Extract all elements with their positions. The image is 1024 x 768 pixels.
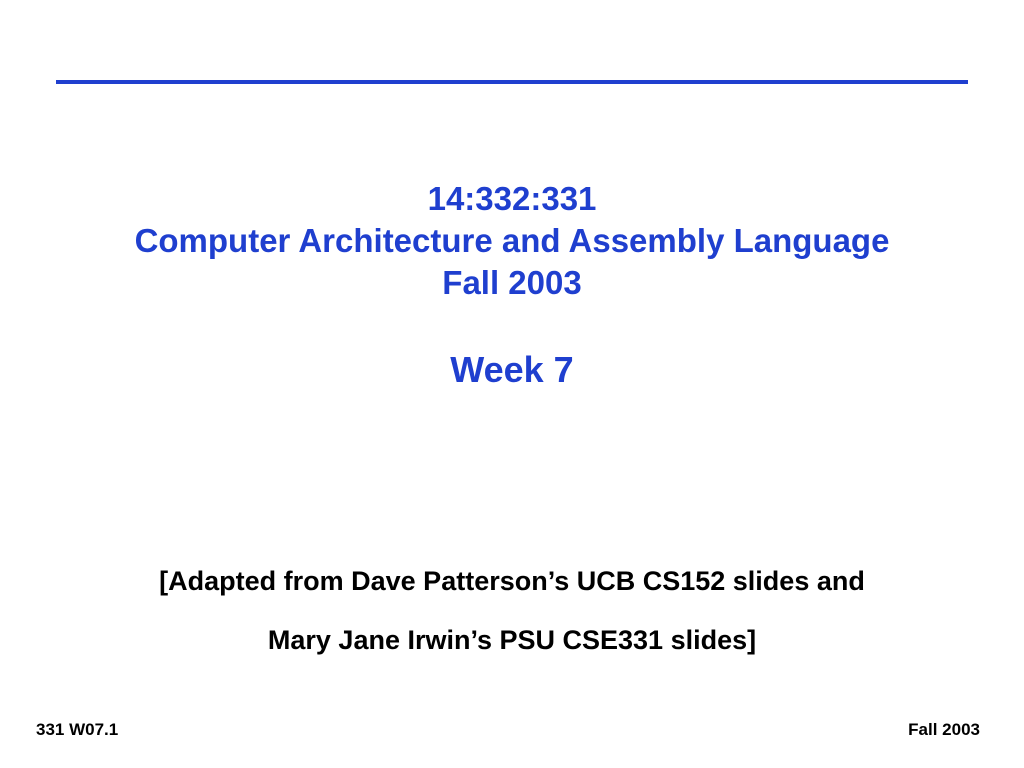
title-divider [56,80,968,84]
course-name: Computer Architecture and Assembly Langu… [40,220,984,262]
attribution-line-2: Mary Jane Irwin’s PSU CSE331 slides] [40,611,984,670]
attribution-block: [Adapted from Dave Patterson’s UCB CS152… [40,552,984,671]
course-term: Fall 2003 [40,262,984,304]
title-block: 14:332:331 Computer Architecture and Ass… [40,178,984,393]
course-number: 14:332:331 [40,178,984,220]
footer-left: 331 W07.1 [36,720,118,740]
slide: 14:332:331 Computer Architecture and Ass… [0,0,1024,768]
attribution-line-1: [Adapted from Dave Patterson’s UCB CS152… [40,552,984,611]
footer-right: Fall 2003 [908,720,980,740]
week-label: Week 7 [40,347,984,393]
